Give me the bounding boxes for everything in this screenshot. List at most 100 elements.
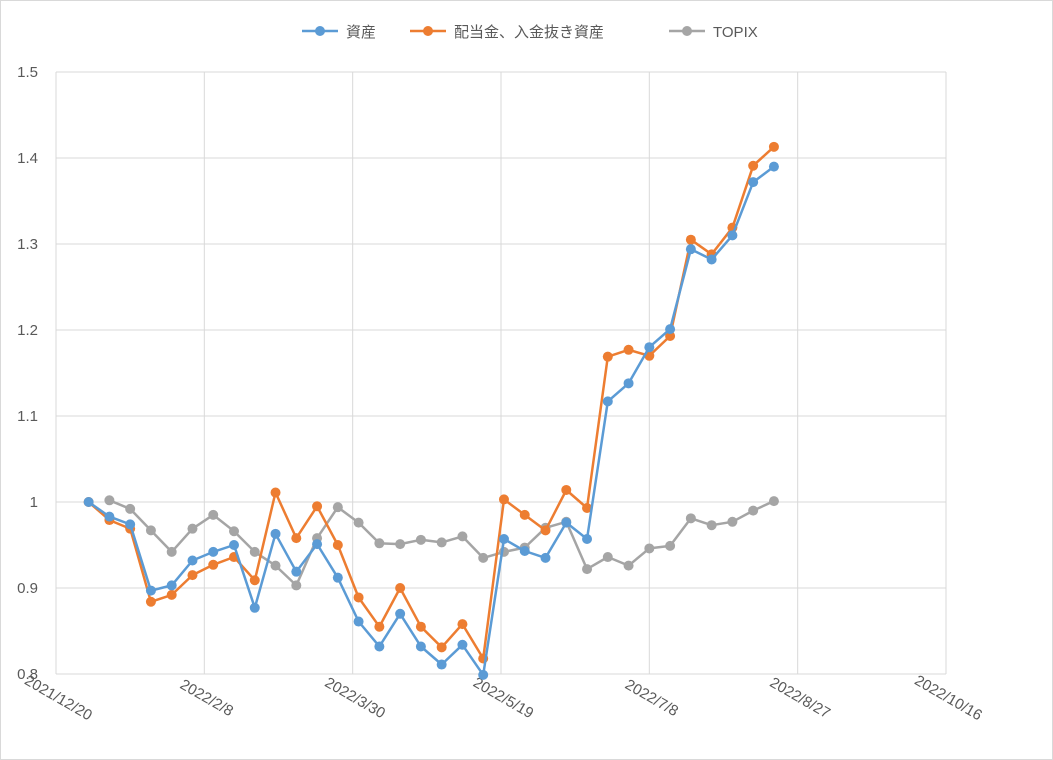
data-point [125,519,136,530]
data-point [270,560,281,571]
data-point [395,608,406,619]
data-point [374,538,385,549]
data-point [415,641,426,652]
y-tick-label: 1.5 [17,64,38,81]
data-point [582,503,593,514]
data-point [249,546,260,557]
series-3 [104,495,779,591]
data-point [706,254,717,265]
data-point [291,580,302,591]
data-point [104,511,115,522]
series-2 [83,141,779,664]
data-point [436,537,447,548]
data-point [561,484,572,495]
y-tick-label: 1 [30,494,38,511]
legend-item: 配当金、入金抜き資産 [410,24,604,41]
data-point [395,583,406,593]
data-point [748,505,759,516]
data-point [332,540,343,550]
data-point [395,539,406,550]
data-point [561,517,572,528]
y-tick-label: 1.1 [17,408,38,425]
data-point [125,503,136,514]
data-point [727,230,738,241]
data-point [312,501,323,512]
data-point [540,552,551,563]
data-point [768,496,779,507]
x-tick-label: 2022/7/8 [622,676,681,720]
data-point [353,616,364,627]
data-point [83,497,94,507]
data-point [623,378,634,389]
data-point [582,564,593,575]
data-point [498,533,509,544]
plot-series [83,141,779,680]
data-point [602,351,613,362]
data-point [270,528,281,539]
series-line [87,145,775,660]
data-point [623,344,634,355]
data-point [291,566,302,577]
legend-item: 資産 [302,24,376,41]
data-point [353,517,364,528]
y-tick-label: 1.3 [17,236,38,253]
data-point [249,575,260,586]
data-point [665,331,676,342]
legend-swatch-marker [315,26,325,36]
data-point [685,234,696,245]
x-tick-label: 2022/3/30 [322,674,388,722]
data-point [436,659,447,670]
y-tick-label: 1.2 [17,322,38,339]
data-point [665,324,676,335]
series-line [87,165,775,677]
data-point [540,525,551,536]
legend-item: TOPIX [669,24,758,41]
data-point [478,552,489,563]
data-point [478,669,489,680]
series-1 [83,161,779,680]
data-point [665,540,676,551]
data-point [457,619,468,630]
data-point [145,585,156,596]
data-point [291,533,302,544]
data-point [208,509,219,520]
data-point [332,502,343,513]
data-point [644,543,655,554]
data-point [145,596,156,607]
data-point [415,621,426,632]
legend-label: 配当金、入金抜き資産 [454,24,604,41]
data-point [229,526,239,537]
data-point [768,141,779,152]
data-point [582,533,593,544]
data-point [104,495,115,506]
data-point [374,641,385,652]
data-point [727,516,738,527]
data-point [166,589,177,600]
y-tick-label: 0.8 [17,666,38,683]
data-point [685,513,696,524]
data-point [519,509,530,520]
data-point [519,546,530,557]
y-tick-label: 1.4 [17,150,38,167]
data-point [374,621,385,632]
data-point [644,342,655,353]
x-tick-label: 2022/8/27 [767,674,833,722]
x-tick-label: 2022/2/8 [177,676,236,720]
data-point [685,244,696,255]
data-point [270,487,281,498]
data-point [187,523,198,534]
data-point [748,160,759,171]
data-point [415,534,426,545]
data-point [332,572,343,583]
data-point [602,552,613,563]
data-point [187,570,198,581]
x-tick-label: 2022/5/19 [470,674,536,722]
legend-swatch-marker [682,26,692,36]
data-point [249,602,260,613]
data-point [706,520,717,531]
data-point [208,559,219,570]
data-point [436,642,447,653]
legend-label: 資産 [346,24,376,41]
legend: 資産 配当金、入金抜き資産 TOPIX [302,24,758,41]
